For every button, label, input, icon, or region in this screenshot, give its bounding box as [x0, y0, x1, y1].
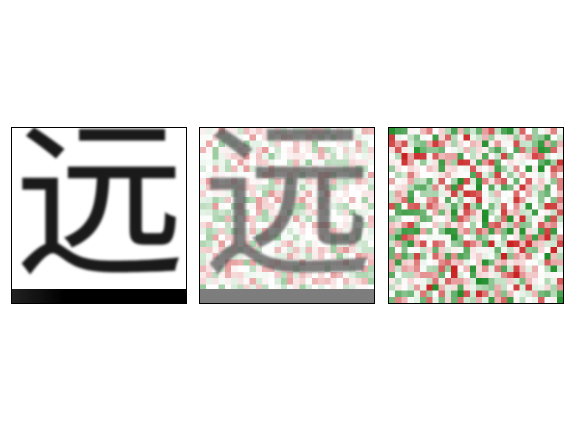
- original-image-panel: 远: [11, 127, 187, 304]
- character-glyph-overlay: 远: [202, 127, 373, 302]
- overlay-heatmap: [200, 128, 374, 303]
- attribution-overlay-panel: 远: [199, 127, 375, 304]
- character-glyph: 远: [14, 127, 185, 302]
- bottom-dark-band: [12, 289, 186, 303]
- bottom-gray-band: [200, 289, 374, 303]
- attribution-map-panel: [388, 127, 564, 304]
- attribution-heatmap: [389, 128, 563, 303]
